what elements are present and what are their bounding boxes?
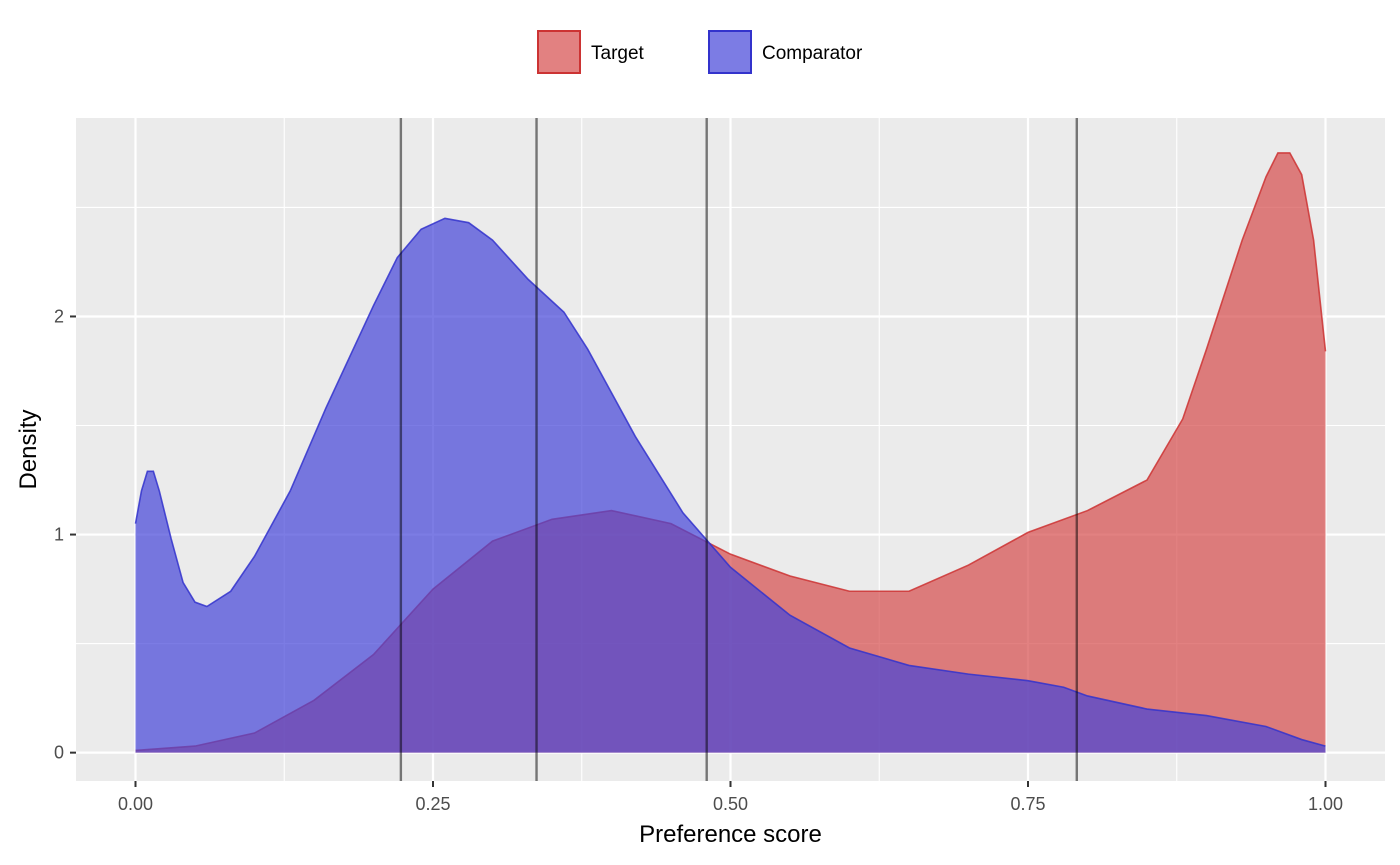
x-tick-label: 0.25	[415, 794, 450, 814]
legend-key-comparator	[708, 30, 752, 74]
area-comparator	[135, 218, 1326, 753]
x-tick-label: 0.75	[1010, 794, 1045, 814]
legend: Target Comparator	[537, 30, 863, 74]
legend-key-target	[537, 30, 581, 74]
axis-tick-labels: 0.00 0.25 0.50 0.75 1.00 0 1 2	[54, 306, 1343, 814]
y-tick-label: 0	[54, 743, 64, 763]
legend-label-target: Target	[591, 43, 645, 64]
reference-lines	[399, 118, 1078, 781]
x-tick-label: 1.00	[1308, 794, 1343, 814]
y-tick-label: 1	[54, 525, 64, 545]
y-tick-label: 2	[54, 306, 64, 326]
axis-ticks	[70, 315, 1327, 787]
density-areas	[134, 152, 1327, 753]
x-axis-title: Preference score	[639, 821, 822, 848]
line-comparator	[134, 217, 1326, 747]
legend-label-comparator: Comparator	[762, 43, 863, 64]
y-axis-title: Density	[15, 409, 42, 489]
x-tick-label: 0.00	[118, 794, 153, 814]
x-tick-label: 0.50	[713, 794, 748, 814]
